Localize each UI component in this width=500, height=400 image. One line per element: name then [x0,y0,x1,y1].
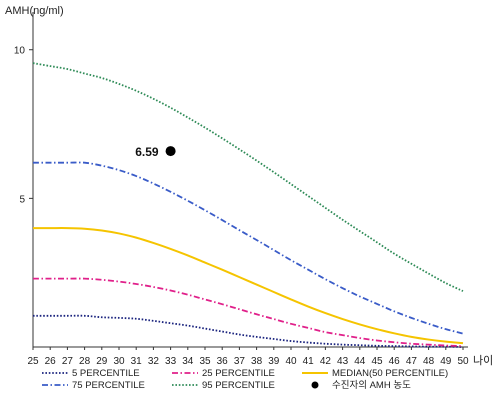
x-tick-label: 44 [354,356,366,367]
y-tick-label: 5 [19,194,25,205]
axes: AMH(ng/ml) 나이 5 10 25 26 27 28 29 30 31 32 33 34 35 36 3… [5,5,493,367]
x-tick-label: 41 [303,356,315,367]
series-line-5-percentile [32,314,464,348]
x-tick-label: 38 [251,356,263,367]
legend-marker-patient [311,381,319,389]
series-line-75-percentile [32,161,464,335]
x-tick-label: 30 [113,356,125,367]
legend-label-75-percentile: 75 PERCENTILE [72,380,145,391]
x-tick-label: 40 [285,356,297,367]
legend-label-25-percentile: 25 PERCENTILE [202,368,275,379]
legend: 5 PERCENTILE 25 PERCENTILE MEDIAN(50 PERCE… [42,368,448,391]
x-tick-label: 42 [320,356,332,367]
x-tick-label: 25 [27,356,39,367]
x-tick-label: 31 [131,356,143,367]
x-tick-label: 26 [45,356,57,367]
x-tick-label: 28 [79,356,91,367]
points-layer: 6.59 [135,145,176,159]
series-line-95-percentile [32,62,464,292]
x-tick-label: 45 [371,356,383,367]
patient-amh-point [165,146,176,157]
series-layer [32,62,464,348]
x-tick-label: 48 [423,356,435,367]
x-tick-label: 35 [199,356,211,367]
x-tick-label: 34 [182,356,194,367]
x-tick-label: 33 [165,356,177,367]
x-tick-label: 29 [96,356,108,367]
x-tick-label: 49 [440,356,452,367]
x-axis-title: 나이 [473,354,493,367]
y-axis-title: AMH(ng/ml) [5,5,64,17]
legend-label-median-50-percentile: MEDIAN(50 PERCENTILE) [332,368,448,379]
legend-label-95-percentile: 95 PERCENTILE [202,380,275,391]
patient-amh-value-label: 6.59 [135,145,159,159]
series-line-median-50-percentile [32,227,464,345]
x-tick-label: 50 [457,356,469,367]
x-tick-label: 47 [406,356,418,367]
legend-label-5-percentile: 5 PERCENTILE [72,368,140,379]
x-tick-label: 32 [148,356,160,367]
x-tick-label: 46 [389,356,401,367]
x-tick-label: 37 [234,356,246,367]
legend-label-patient: 수진자의 AMH 농도 [332,380,411,391]
x-tick-label: 27 [62,356,74,367]
y-tick-label: 10 [14,46,26,57]
x-tick-label: 36 [217,356,229,367]
series-line-25-percentile [32,277,464,348]
x-tick-label: 39 [268,356,280,367]
x-tick-label: 43 [337,356,349,367]
